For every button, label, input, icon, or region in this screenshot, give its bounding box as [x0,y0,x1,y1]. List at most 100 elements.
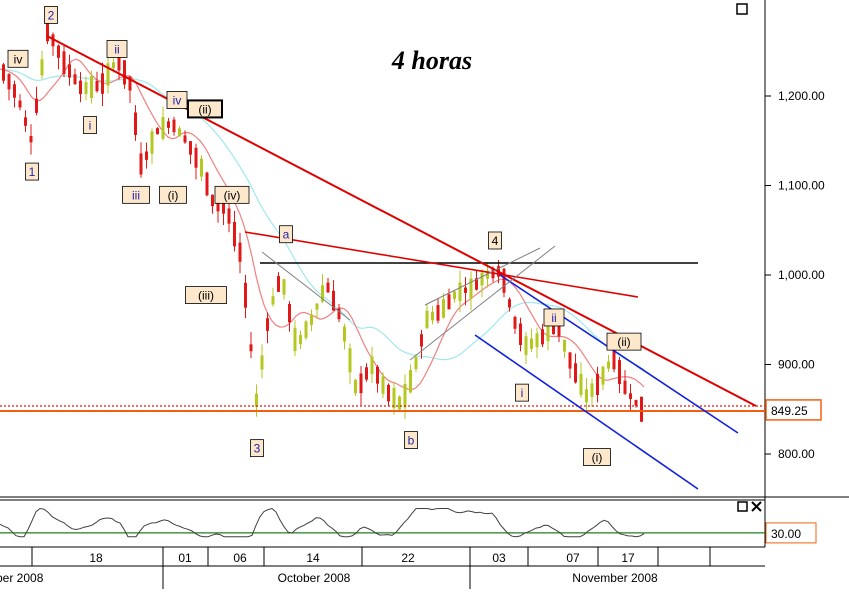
price-tick-label: 800.00 [778,447,815,461]
candle-body [156,128,159,135]
candle-body [442,299,445,318]
candle-body [365,367,368,380]
candle-body [502,268,506,293]
candle-body [79,80,82,95]
wave-label: 4 [488,231,502,250]
gray-fan-line [261,251,351,321]
candle-body [172,119,176,133]
candle-body [535,333,539,348]
candle-body [62,51,66,75]
candle-body [249,344,253,352]
close-icon[interactable] [751,501,762,512]
candle-body [244,282,247,308]
candle-body [601,366,605,385]
candle-body [178,128,181,137]
candle-body [299,334,302,344]
candle-body [458,282,462,302]
candle-body [387,384,390,402]
candle-body [255,393,258,407]
candle-body [46,16,49,42]
candle-body [618,360,621,385]
candle-body [579,373,583,395]
wave-label: 2 [44,6,58,24]
channel-lower-line [474,334,699,490]
candle-body [596,373,599,395]
candles [2,10,643,423]
svg-text:b: b [408,434,415,448]
wave-label: (ii) [606,332,642,351]
maximize-icon[interactable] [736,3,748,15]
svg-text:(ii): (ii) [617,335,630,349]
candle-body [623,380,627,394]
wave-label: ii [543,308,565,327]
svg-text:3: 3 [254,442,261,456]
candle-body [343,326,346,342]
candle-body [293,327,297,352]
wave-label: i [515,383,529,402]
candle-body [475,278,478,290]
wave-label: b [404,431,418,449]
svg-text:1: 1 [29,165,36,179]
candle-body [150,131,154,154]
candle-body [277,276,280,292]
candle-body [222,200,225,214]
candle-body [552,319,555,335]
svg-text:(i): (i) [168,188,179,202]
wave-label: 3 [250,439,264,458]
svg-text:iv: iv [14,52,23,66]
candle-body [7,74,11,90]
month-label: November 2008 [572,571,658,585]
last-price-badge [765,399,822,421]
svg-text:(iv): (iv) [224,188,241,202]
wave-label: ii [106,40,128,58]
candle-body [216,198,220,212]
candle-body [370,356,374,375]
wave-label: (ii) [187,99,223,119]
candle-body [524,336,528,355]
candle-body [381,376,385,394]
candle-body [260,355,264,370]
svg-text:2: 2 [48,8,55,22]
candle-body [68,64,71,78]
candle-body [227,208,231,224]
candle-body [585,389,588,403]
candle-body [35,98,38,113]
rsi-level-badge [765,522,817,544]
wedge-lower-line [409,245,556,361]
candle-body [84,82,88,94]
candle-body [73,74,77,85]
candle-body [359,373,363,394]
rsi-maximize-icon[interactable] [737,501,748,512]
candle-body [326,282,330,293]
day-tick-label: 17 [621,551,635,565]
candle-body [420,334,423,347]
day-tick-label: 18 [89,551,103,565]
wave-label: 1 [25,162,39,181]
candle-body [607,361,610,369]
candle-body [563,339,566,352]
candle-body [211,194,214,207]
candle-body [29,135,33,143]
candle-body [2,64,5,81]
candle-body [640,396,643,422]
svg-text:iv: iv [173,93,182,107]
candle-body [546,322,550,342]
candle-body [95,81,99,92]
candle-body [447,294,451,310]
candle-body [513,316,517,329]
secondary-trend-line [244,231,639,298]
candle-body [101,73,104,94]
candle-body [590,383,594,397]
candle-body [128,76,132,91]
wave-label: iv [7,49,29,68]
svg-text:a: a [283,228,290,242]
month-label: October 2008 [278,571,351,585]
svg-text:i: i [521,386,524,400]
candle-body [139,153,143,175]
candle-body [398,396,401,410]
rsi-line [0,507,645,538]
wave-label: iii [122,185,150,204]
candle-body [123,60,126,85]
